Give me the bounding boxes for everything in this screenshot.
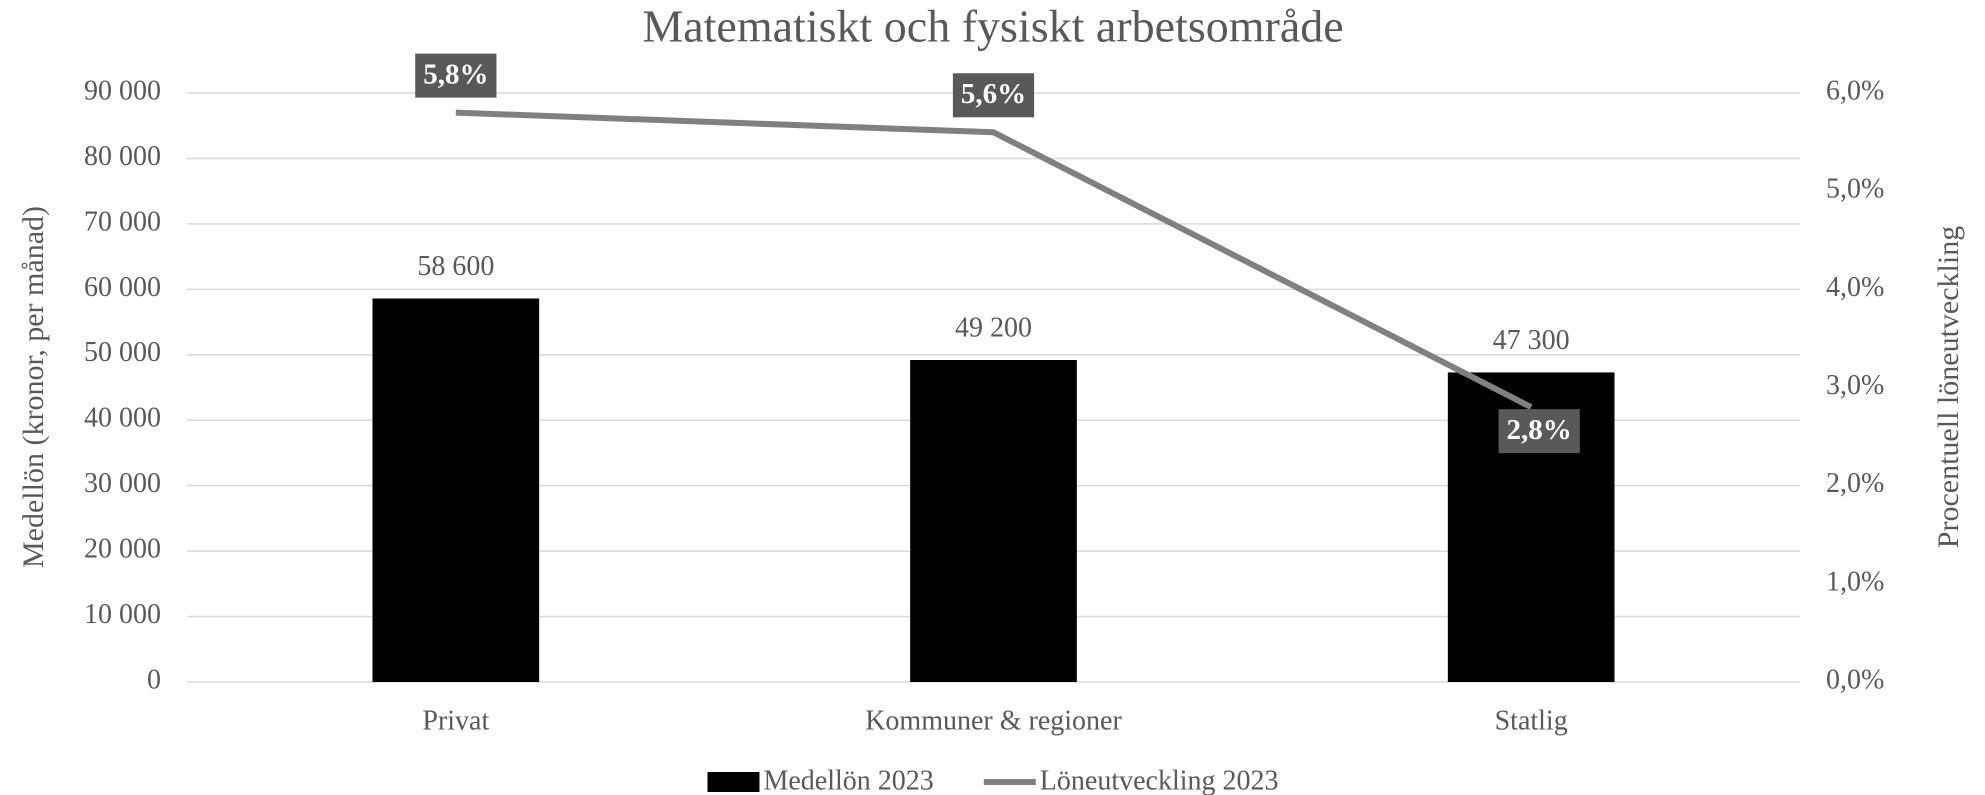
bar-value-label: 49 200 xyxy=(955,312,1032,343)
legend-label: Löneutveckling 2023 xyxy=(1040,765,1279,795)
chart-title: Matematiskt och fysiskt arbetsområde xyxy=(642,1,1343,52)
line xyxy=(455,109,1533,410)
y2-tick-label: 2,0% xyxy=(1826,468,1884,499)
legend: Medellön 2023 Löneutveckling 2023 xyxy=(707,765,1279,795)
y-tick-label: 70 000 xyxy=(84,206,161,237)
y2-axis-title: Procentuell löneutveckling xyxy=(1932,226,1965,548)
y-tick-label: 30 000 xyxy=(84,468,161,499)
legend-label: Medellön 2023 xyxy=(763,765,933,795)
x-tick-label: Privat xyxy=(422,705,489,736)
y-tick-label: 50 000 xyxy=(84,337,161,368)
y-tick-label: 90 000 xyxy=(84,75,161,106)
y2-tick-label: 4,0% xyxy=(1826,272,1884,303)
y-tick-label: 0 xyxy=(147,664,161,695)
y-tick-label: 40 000 xyxy=(84,403,161,434)
label-box xyxy=(1498,409,1580,454)
line-value-label: 5,8% xyxy=(415,53,497,98)
line-value-text: 2,8% xyxy=(1507,414,1572,446)
x-tick-label: Statlig xyxy=(1495,705,1568,736)
y2-tick-label: 0,0% xyxy=(1826,664,1884,695)
y-tick-label: 80 000 xyxy=(84,141,161,172)
bar-value-label: 47 300 xyxy=(1493,325,1570,356)
y2-tick-label: 1,0% xyxy=(1826,566,1884,597)
bar xyxy=(910,360,1077,682)
y-axis-title: Medellön (kronor, per månad) xyxy=(17,206,50,568)
y-tick-label: 10 000 xyxy=(84,599,161,630)
line-value-text: 5,6% xyxy=(961,78,1026,110)
line-value-label: 2,8% xyxy=(1498,409,1580,454)
y-tick-label: 20 000 xyxy=(84,534,161,565)
y2-tick-label: 5,0% xyxy=(1826,174,1884,205)
y-tick-label: 60 000 xyxy=(84,272,161,303)
label-box xyxy=(952,73,1035,118)
x-tick-label: Kommuner & regioner xyxy=(865,705,1122,736)
line-value-text: 5,8% xyxy=(423,58,488,90)
line-value-label: 5,6% xyxy=(952,73,1035,118)
bar-value-label: 58 600 xyxy=(417,251,494,282)
y2-tick-label: 3,0% xyxy=(1826,370,1884,401)
legend-swatch xyxy=(707,772,760,792)
y2-tick-label: 6,0% xyxy=(1826,75,1884,106)
bar xyxy=(372,298,540,682)
label-box xyxy=(415,53,497,98)
